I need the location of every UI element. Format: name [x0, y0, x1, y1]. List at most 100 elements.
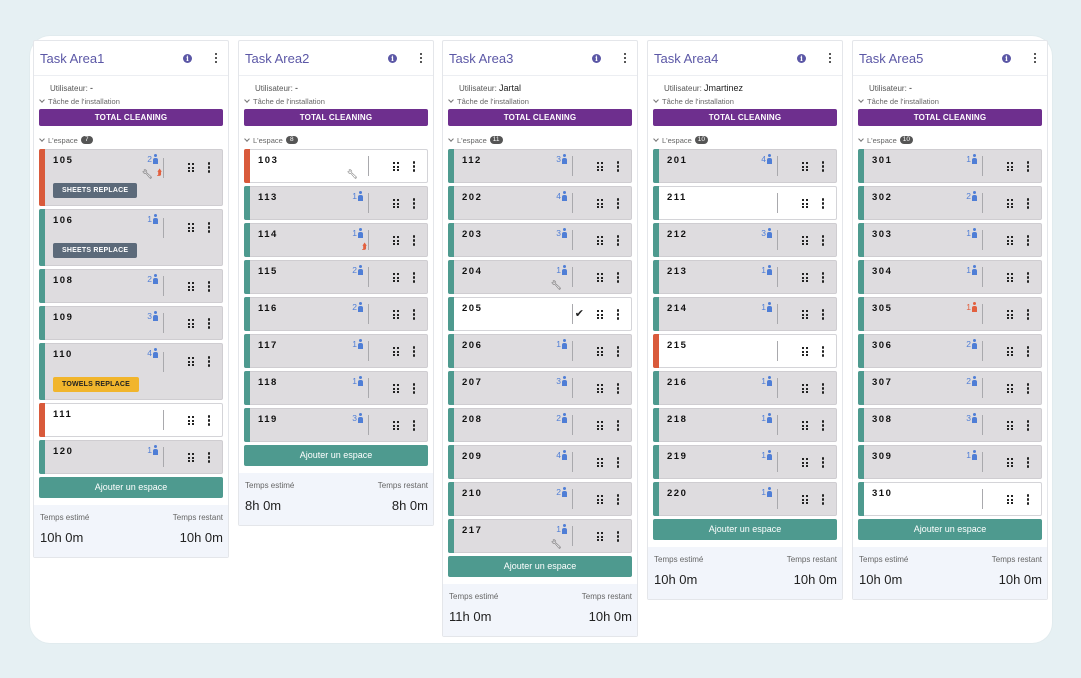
room-card[interactable]: 118 1	[244, 371, 428, 405]
drag-handle-icon[interactable]	[597, 421, 603, 430]
room-card[interactable]: 113 1	[244, 186, 428, 220]
drag-handle-icon[interactable]	[597, 532, 603, 541]
drag-handle-icon[interactable]	[393, 421, 399, 430]
drag-handle-icon[interactable]	[802, 236, 808, 245]
kebab-menu-icon[interactable]	[408, 346, 420, 357]
drag-handle-icon[interactable]	[393, 199, 399, 208]
kebab-menu-icon[interactable]	[408, 420, 420, 431]
room-card[interactable]: 208 2	[448, 408, 632, 442]
kebab-menu-icon[interactable]	[203, 318, 215, 329]
task-area-title[interactable]: Task Area3	[449, 50, 514, 66]
kebab-menu-icon[interactable]	[817, 383, 829, 394]
kebab-menu-icon[interactable]	[1022, 272, 1034, 283]
room-card[interactable]: 112 3	[448, 149, 632, 183]
kebab-menu-icon[interactable]	[408, 198, 420, 209]
drag-handle-icon[interactable]	[802, 347, 808, 356]
space-toggle[interactable]: L'espace 7	[34, 135, 228, 145]
kebab-menu-icon[interactable]	[612, 161, 624, 172]
drag-handle-icon[interactable]	[597, 384, 603, 393]
drag-handle-icon[interactable]	[1007, 458, 1013, 467]
room-task-tag[interactable]: TOWELS REPLACE	[53, 377, 140, 392]
drag-handle-icon[interactable]	[802, 273, 808, 282]
drag-handle-icon[interactable]	[1007, 199, 1013, 208]
task-area-title[interactable]: Task Area5	[859, 50, 924, 66]
drag-handle-icon[interactable]	[802, 384, 808, 393]
drag-handle-icon[interactable]	[393, 347, 399, 356]
kebab-menu-icon[interactable]	[612, 383, 624, 394]
kebab-menu-icon[interactable]	[817, 272, 829, 283]
drag-handle-icon[interactable]	[597, 495, 603, 504]
room-card[interactable]: 106 1 SHEETS REPLACE	[39, 209, 223, 266]
drag-handle-icon[interactable]	[597, 458, 603, 467]
facility-task-toggle[interactable]: Tâche de l'installation	[34, 96, 228, 106]
kebab-menu-icon[interactable]	[1022, 235, 1034, 246]
kebab-menu-icon[interactable]	[1022, 198, 1034, 209]
room-card[interactable]: 109 3	[39, 306, 223, 340]
drag-handle-icon[interactable]	[597, 273, 603, 282]
facility-task-toggle[interactable]: Tâche de l'installation	[853, 96, 1047, 106]
info-icon[interactable]: i	[388, 53, 397, 63]
room-card[interactable]: 219 1	[653, 445, 837, 479]
add-space-button[interactable]: Ajouter un espace	[653, 519, 837, 540]
room-card[interactable]: 204 1 🔧︎	[448, 260, 632, 294]
room-card[interactable]: 211	[653, 186, 837, 220]
drag-handle-icon[interactable]	[188, 453, 194, 462]
drag-handle-icon[interactable]	[393, 273, 399, 282]
kebab-menu-icon[interactable]	[817, 235, 829, 246]
kebab-menu-icon[interactable]	[817, 161, 829, 172]
room-card[interactable]: 212 3	[653, 223, 837, 257]
room-card[interactable]: 210 2	[448, 482, 632, 516]
room-card[interactable]: 206 1	[448, 334, 632, 368]
add-space-button[interactable]: Ajouter un espace	[244, 445, 428, 466]
room-card[interactable]: 215	[653, 334, 837, 368]
room-card[interactable]: 114 1 ⮭	[244, 223, 428, 257]
drag-handle-icon[interactable]	[188, 282, 194, 291]
drag-handle-icon[interactable]	[393, 236, 399, 245]
room-card[interactable]: 201 4	[653, 149, 837, 183]
user-value[interactable]: -	[295, 83, 299, 93]
drag-handle-icon[interactable]	[393, 162, 399, 171]
room-card[interactable]: 310	[858, 482, 1042, 516]
room-card[interactable]: 301 1	[858, 149, 1042, 183]
total-cleaning-button[interactable]: TOTAL CLEANING	[653, 109, 837, 126]
room-card[interactable]: 205 ✔	[448, 297, 632, 331]
user-value[interactable]: Jmartinez	[704, 83, 744, 93]
space-toggle[interactable]: L'espace 11	[443, 135, 637, 145]
drag-handle-icon[interactable]	[802, 199, 808, 208]
room-card[interactable]: 214 1	[653, 297, 837, 331]
kebab-menu-icon[interactable]	[1022, 309, 1034, 320]
kebab-menu-icon[interactable]	[1022, 383, 1034, 394]
kebab-menu-icon[interactable]	[619, 52, 631, 64]
room-card[interactable]: 216 1	[653, 371, 837, 405]
drag-handle-icon[interactable]	[802, 458, 808, 467]
room-card[interactable]: 302 2	[858, 186, 1042, 220]
room-card[interactable]: 207 3	[448, 371, 632, 405]
user-value[interactable]: Jartal	[499, 83, 522, 93]
facility-task-toggle[interactable]: Tâche de l'installation	[443, 96, 637, 106]
kebab-menu-icon[interactable]	[612, 531, 624, 542]
room-card[interactable]: 309 1	[858, 445, 1042, 479]
user-value[interactable]: -	[909, 83, 913, 93]
room-card[interactable]: 103 🔧︎	[244, 149, 428, 183]
total-cleaning-button[interactable]: TOTAL CLEANING	[39, 109, 223, 126]
kebab-menu-icon[interactable]	[612, 198, 624, 209]
kebab-menu-icon[interactable]	[824, 52, 836, 64]
room-card[interactable]: 105 2 🔧︎ ⮭ SHEETS REPLACE	[39, 149, 223, 206]
room-card[interactable]: 119 3	[244, 408, 428, 442]
space-toggle[interactable]: L'espace 8	[239, 135, 433, 145]
room-card[interactable]: 308 3	[858, 408, 1042, 442]
kebab-menu-icon[interactable]	[1022, 346, 1034, 357]
kebab-menu-icon[interactable]	[408, 309, 420, 320]
room-card[interactable]: 110 4 TOWELS REPLACE	[39, 343, 223, 400]
kebab-menu-icon[interactable]	[817, 198, 829, 209]
drag-handle-icon[interactable]	[1007, 384, 1013, 393]
kebab-menu-icon[interactable]	[408, 235, 420, 246]
info-icon[interactable]: i	[1002, 53, 1011, 63]
room-card[interactable]: 307 2	[858, 371, 1042, 405]
kebab-menu-icon[interactable]	[612, 457, 624, 468]
drag-handle-icon[interactable]	[802, 421, 808, 430]
kebab-menu-icon[interactable]	[612, 420, 624, 431]
add-space-button[interactable]: Ajouter un espace	[858, 519, 1042, 540]
room-card[interactable]: 305 1	[858, 297, 1042, 331]
drag-handle-icon[interactable]	[188, 416, 194, 425]
